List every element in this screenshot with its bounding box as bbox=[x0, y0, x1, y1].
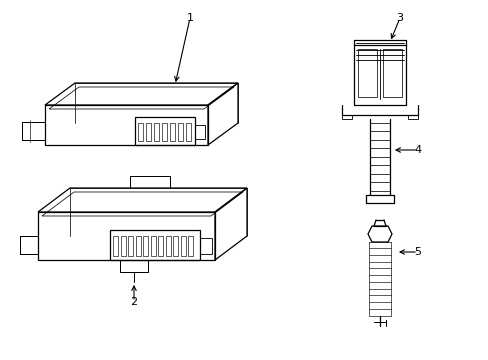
Text: 3: 3 bbox=[396, 13, 403, 23]
Text: 1: 1 bbox=[186, 13, 193, 23]
Text: 2: 2 bbox=[130, 297, 137, 307]
Text: 4: 4 bbox=[414, 145, 421, 155]
Text: 5: 5 bbox=[414, 247, 421, 257]
